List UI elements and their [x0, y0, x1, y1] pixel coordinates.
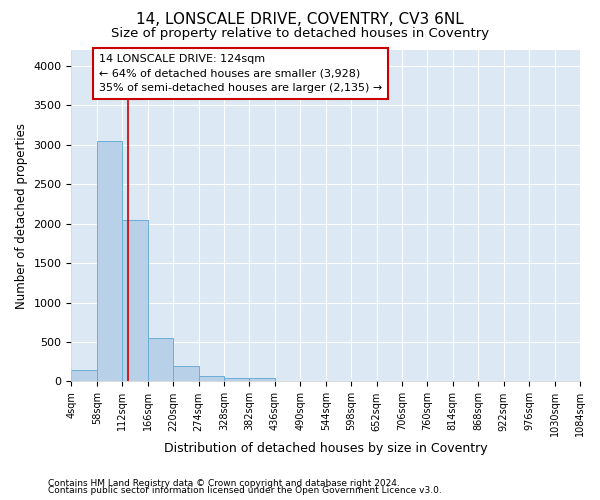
Bar	[122, 220, 148, 382]
Bar	[148, 338, 173, 382]
Text: Size of property relative to detached houses in Coventry: Size of property relative to detached ho…	[111, 28, 489, 40]
Y-axis label: Number of detached properties: Number of detached properties	[15, 122, 28, 308]
Bar	[250, 378, 275, 382]
Text: 14, LONSCALE DRIVE, COVENTRY, CV3 6NL: 14, LONSCALE DRIVE, COVENTRY, CV3 6NL	[136, 12, 464, 28]
Bar	[224, 378, 250, 382]
X-axis label: Distribution of detached houses by size in Coventry: Distribution of detached houses by size …	[164, 442, 488, 455]
Bar	[97, 141, 122, 382]
Text: Contains public sector information licensed under the Open Government Licence v3: Contains public sector information licen…	[48, 486, 442, 495]
Text: Contains HM Land Registry data © Crown copyright and database right 2024.: Contains HM Land Registry data © Crown c…	[48, 478, 400, 488]
Bar	[71, 370, 97, 382]
Text: 14 LONSCALE DRIVE: 124sqm
← 64% of detached houses are smaller (3,928)
35% of se: 14 LONSCALE DRIVE: 124sqm ← 64% of detac…	[99, 54, 382, 94]
Bar	[173, 366, 199, 382]
Bar	[199, 376, 224, 382]
